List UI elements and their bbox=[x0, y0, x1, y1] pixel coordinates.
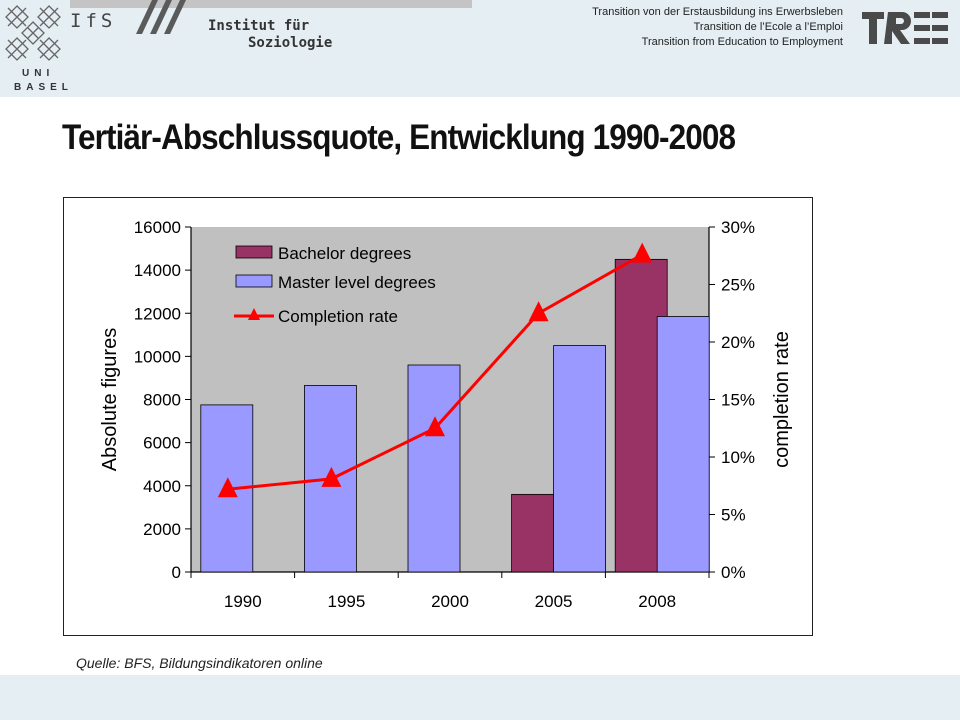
ifs-bar bbox=[70, 0, 472, 8]
chart-svg: 0 2000 4000 6000 8000 10000 12000 14000 16000 0% 5… bbox=[99, 218, 793, 611]
stripes-icon bbox=[136, 0, 186, 34]
y-tick-label: 14000 bbox=[134, 261, 181, 280]
x-tick-label: 1990 bbox=[224, 592, 262, 611]
uni-basel-logo-icon bbox=[5, 5, 61, 61]
x-tick-label: 1995 bbox=[327, 592, 365, 611]
y2-tick-label: 30% bbox=[721, 218, 755, 237]
source-note: Quelle: BFS, Bildungsindikatoren online bbox=[76, 655, 323, 671]
master-bar bbox=[407, 364, 461, 573]
completion-rate-marker bbox=[321, 466, 342, 487]
legend-label-master: Master level degrees bbox=[278, 273, 436, 292]
legend-marker-rate bbox=[248, 308, 260, 320]
y-tick-label: 12000 bbox=[134, 304, 181, 323]
y2-tick-label: 15% bbox=[721, 391, 755, 410]
y-tick-label: 16000 bbox=[134, 218, 181, 237]
slide-footer bbox=[0, 675, 960, 720]
transition-fr: Transition de l’Ecole a l’Emploi bbox=[693, 21, 843, 33]
y2-axis-title: completion rate bbox=[771, 331, 793, 468]
institute-line2: Soziologie bbox=[248, 35, 333, 51]
y2-tick-label: 5% bbox=[721, 506, 746, 525]
slide-title: Tertiär-Abschlussquote, Entwicklung 1990… bbox=[62, 118, 736, 157]
chart-frame: 0 2000 4000 6000 8000 10000 12000 14000 16000 0% 5… bbox=[63, 197, 813, 636]
completion-rate-marker bbox=[425, 416, 445, 437]
legend-label-bachelor: Bachelor degrees bbox=[278, 244, 411, 263]
completion-rate-marker bbox=[632, 242, 653, 263]
y-tick-label: 4000 bbox=[143, 477, 181, 496]
y-axis-title: Absolute figures bbox=[99, 328, 121, 471]
y-tick-label: 8000 bbox=[143, 391, 181, 410]
y2-tick-label: 25% bbox=[721, 276, 755, 295]
basel-label: BASEL bbox=[14, 82, 73, 93]
uni-label: UNI bbox=[22, 68, 55, 79]
ifs-label: IfS bbox=[70, 10, 117, 32]
x-tick-label: 2005 bbox=[535, 592, 573, 611]
x-tick-label: 2000 bbox=[431, 592, 469, 611]
institute-line1: Institut für bbox=[208, 18, 310, 34]
x-tick-label: 2008 bbox=[638, 592, 676, 611]
legend-swatch-bachelor bbox=[235, 245, 273, 259]
completion-rate-marker bbox=[528, 301, 549, 322]
transition-en: Transition from Education to Employment bbox=[641, 36, 843, 48]
y2-tick-label: 10% bbox=[721, 448, 755, 467]
master-bar bbox=[656, 316, 710, 573]
y-tick-label: 0 bbox=[172, 563, 181, 582]
tree-logo-icon bbox=[862, 12, 948, 44]
master-bar bbox=[553, 345, 607, 573]
y-tick-label: 6000 bbox=[143, 434, 181, 453]
legend-swatch-master bbox=[235, 274, 273, 288]
y-tick-label: 10000 bbox=[134, 347, 181, 366]
slide-header: UNI BASEL IfS Institut für Soziologie Tr… bbox=[0, 0, 960, 97]
transition-de: Transition von der Erstausbildung ins Er… bbox=[592, 6, 843, 18]
y-tick-label: 2000 bbox=[143, 520, 181, 539]
y2-tick-label: 20% bbox=[721, 333, 755, 352]
completion-rate-marker bbox=[217, 477, 238, 498]
y2-tick-label: 0% bbox=[721, 563, 746, 582]
legend-label-rate: Completion rate bbox=[278, 307, 398, 326]
